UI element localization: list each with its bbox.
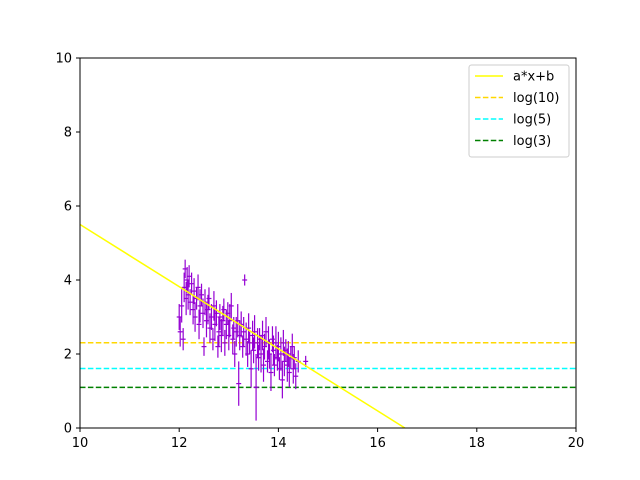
y-tick-label-1: 2 xyxy=(64,348,72,363)
data-point-1 xyxy=(177,317,183,347)
data-point-13 xyxy=(191,278,197,305)
x-tick-label-0: 10 xyxy=(72,436,89,451)
y-axis: 0 2 4 6 8 10 xyxy=(55,52,80,437)
legend-entry-1: log(10) xyxy=(475,91,560,106)
data-point-3 xyxy=(180,328,186,351)
legend: a*x+b log(10) log(5) log(3) xyxy=(468,64,570,158)
plot-frame xyxy=(79,57,577,429)
data-point-34 xyxy=(217,304,223,330)
data-point-2 xyxy=(179,289,185,323)
scatter-series xyxy=(176,259,309,421)
data-point-69 xyxy=(261,348,266,382)
fit-line-0 xyxy=(80,223,406,428)
data-point-44 xyxy=(230,324,236,354)
data-point-57 xyxy=(246,313,252,343)
data-point-43 xyxy=(228,292,234,319)
data-point-62 xyxy=(252,315,258,349)
y-tick-label-0: 0 xyxy=(64,422,72,437)
data-point-61 xyxy=(251,337,257,364)
legend-entry-3: log(3) xyxy=(475,134,551,149)
data-point-14 xyxy=(192,302,198,332)
legend-label-2: log(5) xyxy=(513,113,551,128)
data-point-21 xyxy=(201,337,207,356)
legend-entry-0: a*x+b xyxy=(475,70,554,85)
data-point-58 xyxy=(247,331,253,354)
x-tick-label-5: 20 xyxy=(568,436,585,451)
legend-entry-2: log(5) xyxy=(475,113,551,128)
data-point-75 xyxy=(268,354,274,391)
legend-label-3: log(3) xyxy=(513,134,551,149)
x-axis: 10 12 14 16 18 20 xyxy=(72,428,585,451)
x-tick-label-1: 12 xyxy=(171,436,188,451)
data-point-52 xyxy=(240,335,246,358)
reference-lines xyxy=(80,342,576,389)
y-tick-label-5: 10 xyxy=(55,52,72,67)
legend-label-1: log(10) xyxy=(513,91,560,106)
data-point-16 xyxy=(195,274,201,301)
data-point-54 xyxy=(242,274,248,286)
data-point-78 xyxy=(271,354,277,377)
legend-label-0: a*x+b xyxy=(513,70,554,85)
data-point-76 xyxy=(269,326,275,353)
data-point-41 xyxy=(226,320,232,351)
data-point-77 xyxy=(270,335,276,366)
data-point-36 xyxy=(220,305,226,336)
data-point-90 xyxy=(286,357,292,388)
y-tick-label-2: 4 xyxy=(64,274,72,289)
data-point-63 xyxy=(253,354,259,421)
data-point-19 xyxy=(199,283,204,306)
data-point-53 xyxy=(241,317,247,347)
x-tick-label-2: 14 xyxy=(270,436,287,451)
data-point-49 xyxy=(236,361,242,406)
x-tick-label-4: 18 xyxy=(469,436,486,451)
data-point-42 xyxy=(227,304,233,338)
data-point-59 xyxy=(248,350,254,388)
y-tick-label-4: 8 xyxy=(64,126,72,141)
legend-box xyxy=(468,64,570,158)
data-point-33 xyxy=(216,317,222,347)
data-point-17 xyxy=(196,309,202,340)
data-point-29 xyxy=(211,291,217,321)
y-tick-label-3: 6 xyxy=(64,200,72,215)
data-point-27 xyxy=(208,304,214,330)
data-point-81 xyxy=(275,331,281,362)
data-point-0 xyxy=(176,304,182,330)
data-point-37 xyxy=(221,298,227,321)
fit-line-group xyxy=(80,223,406,428)
data-point-38 xyxy=(222,329,228,356)
data-point-32 xyxy=(215,335,221,358)
data-point-84 xyxy=(279,361,285,399)
x-tick-label-3: 16 xyxy=(369,436,386,451)
data-point-31 xyxy=(213,300,219,327)
data-point-65 xyxy=(256,344,262,371)
data-point-79 xyxy=(273,326,279,360)
data-point-95 xyxy=(293,363,299,390)
data-point-24 xyxy=(205,294,211,325)
data-point-67 xyxy=(258,335,264,373)
data-point-46 xyxy=(232,341,238,367)
